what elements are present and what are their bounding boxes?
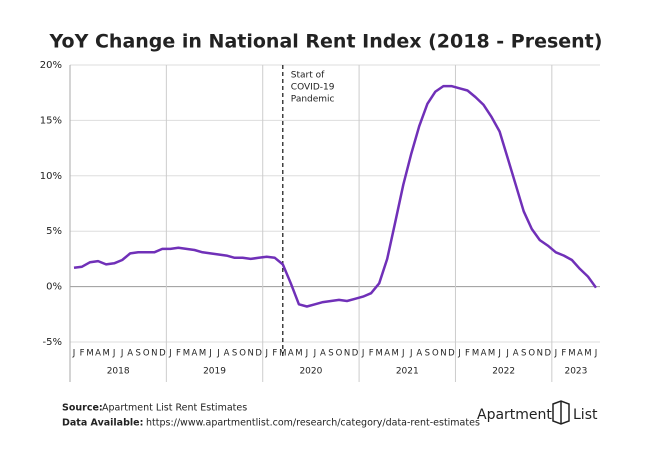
- year-label: 2022: [492, 367, 515, 377]
- x-tick-label: M: [183, 349, 190, 359]
- chart-title: YoY Change in National Rent Index (2018 …: [49, 31, 603, 53]
- year-label: 2023: [564, 367, 587, 377]
- annotation-text: COVID-19: [291, 83, 335, 93]
- x-tick-label: F: [561, 349, 566, 359]
- x-tick-label: D: [352, 349, 359, 359]
- x-tick-label: D: [159, 349, 166, 359]
- x-tick-label: D: [545, 349, 552, 359]
- logo-word: Apartment: [477, 407, 552, 423]
- x-tick-label: M: [392, 349, 399, 359]
- x-tick-label: A: [127, 349, 133, 359]
- x-tick-label: S: [328, 349, 333, 359]
- x-tick-label: J: [401, 349, 405, 359]
- x-tick-label: J: [409, 349, 413, 359]
- x-tick-label: S: [136, 349, 141, 359]
- x-tick-label: A: [320, 349, 326, 359]
- source-text: Apartment List Rent Estimates: [102, 403, 247, 414]
- x-tick-label: A: [224, 349, 230, 359]
- x-tick-label: O: [432, 349, 439, 359]
- x-tick-label: M: [86, 349, 93, 359]
- x-tick-label: J: [72, 349, 76, 359]
- x-tick-label: S: [232, 349, 237, 359]
- x-tick-label: M: [102, 349, 109, 359]
- year-label: 2021: [396, 367, 419, 377]
- x-tick-label: A: [384, 349, 390, 359]
- x-tick-label: J: [457, 349, 461, 359]
- x-tick-label: M: [199, 349, 206, 359]
- x-tick-label: J: [208, 349, 212, 359]
- x-tick-label: O: [239, 349, 246, 359]
- x-tick-label: O: [143, 349, 150, 359]
- x-tick-label: J: [168, 349, 172, 359]
- available-text: https://www.apartmentlist.com/research/c…: [146, 418, 480, 429]
- x-tick-label: N: [151, 349, 157, 359]
- annotation-text: Pandemic: [291, 95, 335, 105]
- x-tick-label: N: [344, 349, 350, 359]
- x-tick-label: A: [577, 349, 583, 359]
- x-tick-label: D: [255, 349, 262, 359]
- x-tick-label: A: [513, 349, 519, 359]
- x-tick-label: A: [481, 349, 487, 359]
- x-tick-label: S: [425, 349, 430, 359]
- available-label: Data Available:: [62, 418, 143, 429]
- y-tick-label: 20%: [40, 60, 62, 71]
- x-tick-label: N: [440, 349, 446, 359]
- y-tick-label: -5%: [43, 337, 62, 348]
- data-line: [73, 84, 598, 308]
- annotation-text: Start of: [291, 71, 325, 81]
- x-tick-label: F: [176, 349, 181, 359]
- y-tick-label: 10%: [40, 171, 62, 182]
- x-tick-label: J: [305, 349, 309, 359]
- x-tick-label: J: [554, 349, 558, 359]
- year-label: 2020: [299, 367, 322, 377]
- x-tick-label: N: [537, 349, 543, 359]
- x-tick-label: A: [416, 349, 422, 359]
- y-tick-label: 15%: [40, 115, 62, 126]
- year-label: 2018: [107, 367, 130, 377]
- x-tick-label: A: [95, 349, 101, 359]
- x-tick-label: S: [521, 349, 526, 359]
- x-tick-label: J: [216, 349, 220, 359]
- x-tick-label: D: [448, 349, 455, 359]
- x-tick-label: M: [375, 349, 382, 359]
- x-tick-label: F: [369, 349, 374, 359]
- x-tick-label: A: [288, 349, 294, 359]
- x-tick-label: M: [295, 349, 302, 359]
- x-tick-label: J: [112, 349, 116, 359]
- logo-icon: [552, 400, 570, 425]
- logo-word: List: [573, 407, 598, 423]
- year-label: 2019: [203, 367, 226, 377]
- x-tick-label: O: [336, 349, 343, 359]
- x-tick-label: A: [192, 349, 198, 359]
- x-tick-label: M: [488, 349, 495, 359]
- x-tick-label: F: [465, 349, 470, 359]
- x-tick-label: M: [584, 349, 591, 359]
- x-tick-label: J: [120, 349, 124, 359]
- x-tick-label: J: [497, 349, 501, 359]
- x-tick-label: N: [247, 349, 253, 359]
- x-tick-label: M: [472, 349, 479, 359]
- x-tick-label: O: [528, 349, 535, 359]
- x-tick-label: J: [505, 349, 509, 359]
- source-label: Source:: [62, 403, 103, 414]
- x-tick-label: J: [594, 349, 598, 359]
- x-tick-label: J: [361, 349, 365, 359]
- x-tick-label: J: [264, 349, 268, 359]
- x-tick-label: F: [272, 349, 277, 359]
- x-tick-label: M: [568, 349, 575, 359]
- y-tick-label: 0%: [46, 282, 62, 293]
- y-tick-label: 5%: [46, 226, 62, 237]
- x-tick-label: J: [313, 349, 317, 359]
- x-tick-label: F: [80, 349, 85, 359]
